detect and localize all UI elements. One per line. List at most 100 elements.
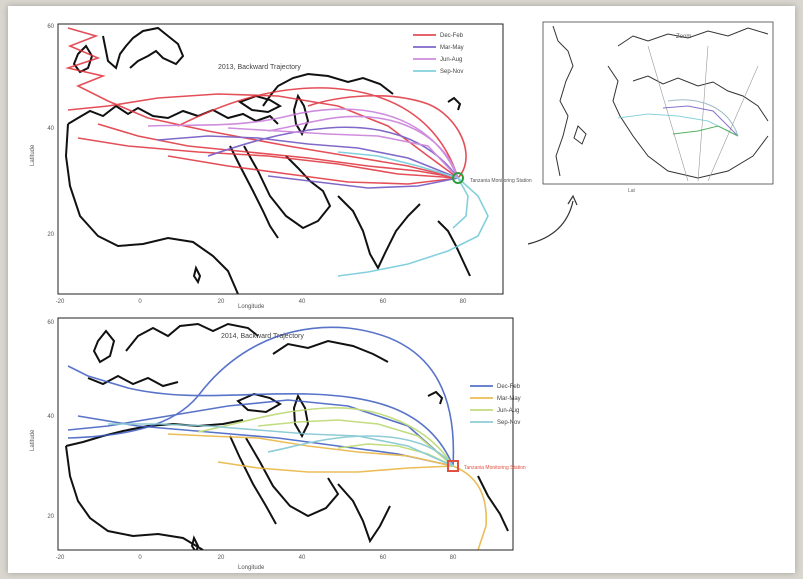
top-map-title: 2013, Backward Trajectory [218,64,301,71]
top-legend-entry: Sep-Nov [413,69,463,75]
bottom-coastlines [65,322,509,550]
bottom-axes-frame [57,317,514,551]
bottom-coast-japan [427,390,444,405]
bottom-coast-africa [65,445,204,550]
top-coast-caspian [292,93,310,137]
inset-coast-isle [573,125,587,145]
top-axes-frame [57,23,504,295]
top-legend-label: Jun-Aug [440,57,462,63]
bottom-traj-yellow-1 [167,433,454,467]
top-coast-scandinavia [102,26,185,70]
bottom-map: 2014, Backward Trajectory Latitude Longi… [30,317,526,571]
figure-sheet: 2013, Backward Trajectory Latitude Longi… [8,6,795,573]
top-map: 2013, Backward Trajectory Latitude Longi… [30,23,578,310]
top-traj-purple-3 [267,175,459,189]
bottom-coast-siberia [272,339,389,363]
bottom-xlabel: Longitude [238,565,265,571]
bottom-legend-label: Jun-Aug [497,408,519,414]
bottom-traj-green-2 [257,419,454,467]
top-xlabel: Longitude [238,304,265,310]
top-traj-cyan-3 [337,151,459,179]
bottom-legend-entry: Mar-May [470,396,521,402]
bottom-xtick-label: 80 [450,555,457,561]
bottom-coast-caspian [292,393,310,439]
top-coast-africa [64,123,239,294]
inset-coast-mid [607,65,769,179]
top-traj-west [77,137,459,179]
inset-coastlines [552,25,769,179]
bottom-coast-india [337,483,391,544]
top-coast-japan [447,96,462,111]
top-xtick-label: 60 [380,299,387,305]
top-trajectories [65,27,489,277]
top-legend-label: Sep-Nov [440,69,463,75]
inset-graticule-line [697,45,709,182]
bottom-xtick-label: 60 [380,555,387,561]
top-traj-arc [177,87,459,179]
top-coast-india [337,195,421,271]
top-traj-cyan-2 [452,177,469,229]
bottom-legend-entry: Sep-Nov [470,420,520,426]
bottom-traj-green-1 [197,407,454,467]
top-ylabel: Latitude [30,144,36,166]
bottom-site-label: Tanzania Monitoring Station [464,465,526,471]
bottom-xtick-labels: -20 0 20 40 60 80 [56,555,457,561]
bottom-coast-madagascar [190,535,200,550]
top-legend-entry: Mar-May [413,45,464,51]
top-site-marker [452,172,464,184]
bottom-traj-yellow-3 [217,461,454,473]
bottom-ytick-label: 40 [47,414,54,420]
bottom-ytick-label: 20 [47,514,54,520]
top-coast-arctic [262,72,394,107]
inset-note: Lat [628,188,636,194]
inset-frame [542,21,774,185]
top-site-label: Tanzania Monitoring Station [470,178,532,184]
bottom-coast-uk [92,329,116,364]
top-ytick-label: 40 [47,126,54,132]
inset-title: Zoom [676,34,691,40]
bottom-xtick-label: 0 [138,555,142,561]
top-xtick-label: 0 [138,299,142,305]
top-xtick-label: 40 [299,299,306,305]
bottom-traj-cyan-2 [267,435,454,467]
top-traj-north [67,93,459,179]
bottom-coast-med [65,419,244,447]
top-xtick-labels: -20 0 20 40 60 80 [56,299,467,305]
bottom-coast-scandinavia [125,322,259,352]
bottom-xtick-label: 20 [218,555,225,561]
bottom-xtick-label: 40 [299,555,306,561]
bottom-ytick-labels: 60 40 20 [47,320,54,520]
bottom-coast-europe [87,374,179,388]
inset-coast-west [552,25,574,177]
bottom-traj-cyan-1 [108,423,454,467]
bottom-coast-red-sea [229,435,277,525]
bottom-traj-big-arc [67,326,455,467]
bottom-coast-arabia [245,437,340,518]
inset-trajectories [617,99,739,137]
top-inset-arrow-head [567,194,578,206]
top-xtick-label: 80 [460,299,467,305]
bottom-legend-label: Sep-Nov [497,420,520,426]
bottom-xtick-label: -20 [56,555,65,561]
top-inset-arrow [527,200,574,245]
top-legend: Dec-Feb Mar-May Jun-Aug Sep-Nov [413,33,464,75]
bottom-traj-northwest [67,365,454,467]
bottom-legend-label: Mar-May [497,396,521,402]
top-traj-central [97,123,459,179]
inset-graticule-line [707,65,759,182]
top-traj-zigzag [65,27,459,179]
bottom-map-title: 2014, Backward Trajectory [221,333,304,340]
top-legend-entry: Jun-Aug [413,57,462,63]
bottom-ylabel: Latitude [30,429,36,451]
inset-traj [667,99,739,137]
top-traj-violet-3 [267,115,459,179]
top-xtick-label: -20 [56,299,65,305]
top-coast-uk [72,44,94,74]
top-traj-cyan-1 [337,177,489,277]
top-coast-madagascar [192,265,202,285]
bottom-legend-label: Dec-Feb [497,384,521,390]
top-traj-violet-1 [147,108,459,179]
inset-coast-east [632,75,769,122]
bottom-traj-west [77,415,454,467]
top-xtick-label: 20 [218,299,225,305]
